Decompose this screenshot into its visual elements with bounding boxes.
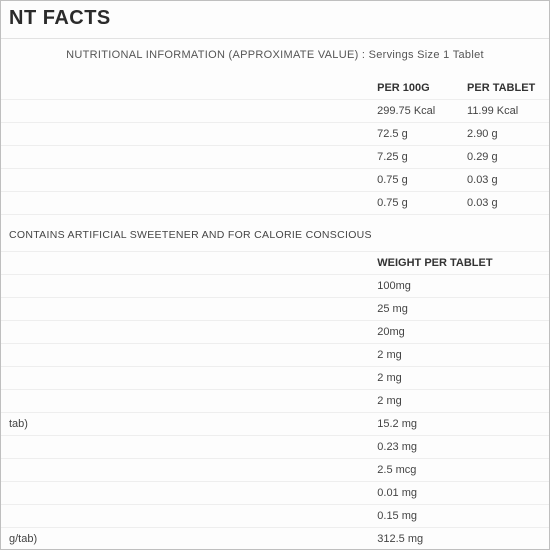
table-row: tab)15.2 mg (1, 413, 549, 436)
cell-label (1, 100, 369, 123)
sweetener-note-row: CONTAINS ARTIFICIAL SWEETENER AND FOR CA… (1, 215, 549, 252)
cell-label (1, 275, 369, 298)
cell-col1: 15.2 mg (369, 413, 549, 436)
table-row: 25 mg (1, 298, 549, 321)
cell-label (1, 298, 369, 321)
cell-col1: 0.75 g (369, 169, 459, 192)
cell-col1: 7.25 g (369, 146, 459, 169)
cell-col1: 0.15 mg (369, 505, 549, 528)
cell-col2: 11.99 Kcal (459, 100, 549, 123)
table-row: 2 mg (1, 367, 549, 390)
cell-col1: 2 mg (369, 390, 549, 413)
table-row: 0.75 g0.03 g (1, 192, 549, 215)
table-row: g/tab)312.5 mg (1, 528, 549, 550)
cell-col2: 0.29 g (459, 146, 549, 169)
cell-col1: 0.23 mg (369, 436, 549, 459)
cell-label (1, 367, 369, 390)
table-row: 0.75 g0.03 g (1, 169, 549, 192)
table-row: 2.5 mcg (1, 459, 549, 482)
page-title: NT FACTS (1, 7, 549, 39)
cell-label (1, 505, 369, 528)
header-pertablet: PER TABLET (459, 77, 549, 100)
cell-label (1, 390, 369, 413)
header-per100g: PER 100G (369, 77, 459, 100)
cell-label (1, 146, 369, 169)
cell-label (1, 192, 369, 215)
cell-label (1, 459, 369, 482)
cell-col1: 20mg (369, 321, 549, 344)
cell-label: g/tab) (1, 528, 369, 550)
table-row: 299.75 Kcal11.99 Kcal (1, 100, 549, 123)
cell-col1: 0.75 g (369, 192, 459, 215)
header-weight: WEIGHT PER TABLET (369, 252, 549, 275)
cell-label: tab) (1, 413, 369, 436)
cell-col1: 2 mg (369, 344, 549, 367)
table-row: 20mg (1, 321, 549, 344)
cell-label (1, 123, 369, 146)
cell-col1: 100mg (369, 275, 549, 298)
cell-label (1, 169, 369, 192)
header-label (1, 252, 369, 275)
table-row: 0.01 mg (1, 482, 549, 505)
table-row: 2 mg (1, 390, 549, 413)
table-header-row: PER 100G PER TABLET (1, 77, 549, 100)
note-table: CONTAINS ARTIFICIAL SWEETENER AND FOR CA… (1, 215, 549, 252)
header-label (1, 77, 369, 100)
table-row: 72.5 g2.90 g (1, 123, 549, 146)
cell-col1: 25 mg (369, 298, 549, 321)
sweetener-note: CONTAINS ARTIFICIAL SWEETENER AND FOR CA… (1, 215, 549, 252)
table-row: 2 mg (1, 344, 549, 367)
cell-col1: 299.75 Kcal (369, 100, 459, 123)
cell-col1: 2.5 mcg (369, 459, 549, 482)
cell-label (1, 482, 369, 505)
cell-label (1, 344, 369, 367)
table-row: 0.23 mg (1, 436, 549, 459)
cell-col2: 0.03 g (459, 169, 549, 192)
cell-col2: 0.03 g (459, 192, 549, 215)
page-subtitle: NUTRITIONAL INFORMATION (APPROXIMATE VAL… (1, 39, 549, 77)
cell-col1: 0.01 mg (369, 482, 549, 505)
table-row: 0.15 mg (1, 505, 549, 528)
nutrition-table-2: WEIGHT PER TABLET 100mg25 mg20mg2 mg2 mg… (1, 252, 549, 550)
cell-label (1, 321, 369, 344)
cell-col1: 2 mg (369, 367, 549, 390)
cell-col1: 312.5 mg (369, 528, 549, 550)
table-row: 100mg (1, 275, 549, 298)
cell-label (1, 436, 369, 459)
cell-col2: 2.90 g (459, 123, 549, 146)
table-row: 7.25 g0.29 g (1, 146, 549, 169)
nutrition-table-1: PER 100G PER TABLET 299.75 Kcal11.99 Kca… (1, 77, 549, 215)
cell-col1: 72.5 g (369, 123, 459, 146)
table-header-row: WEIGHT PER TABLET (1, 252, 549, 275)
